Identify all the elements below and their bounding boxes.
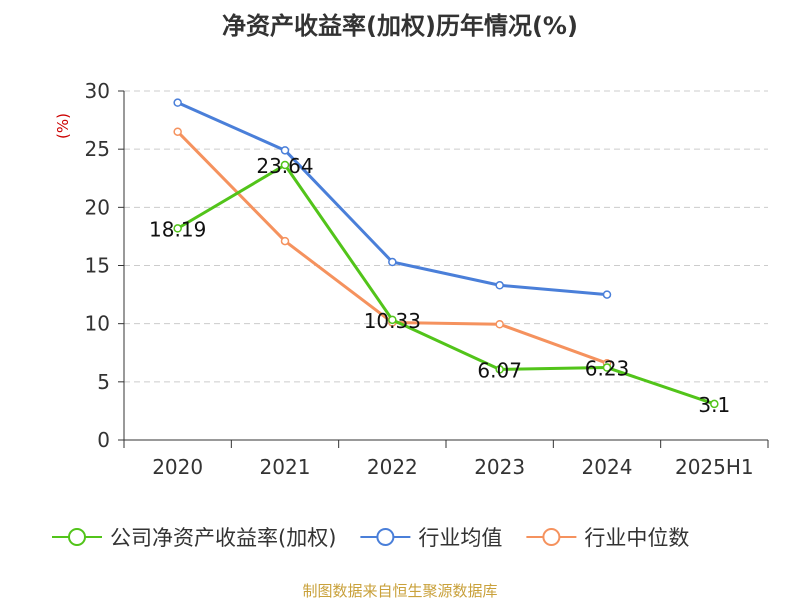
data-point	[710, 399, 719, 409]
data-label: 10.33	[364, 309, 421, 333]
x-tick-label: 2024	[582, 455, 633, 479]
chart-title: 净资产收益率(加权)历年情况(%)	[222, 12, 578, 40]
legend-marker	[376, 528, 395, 546]
data-label: 23.64	[256, 154, 313, 178]
data-label: 3.1	[698, 393, 730, 417]
legend-marker	[68, 528, 86, 546]
y-tick-label: 30	[85, 79, 110, 103]
data-point	[388, 315, 397, 325]
data-label: 6.07	[477, 358, 522, 382]
series-line	[176, 163, 715, 406]
y-axis-label: (%)	[54, 113, 72, 139]
y-tick-label: 5	[97, 370, 110, 394]
data-point	[173, 127, 182, 136]
y-tick-label: 0	[97, 428, 110, 452]
legend-marker	[542, 528, 561, 546]
data-point	[173, 98, 182, 107]
data-point	[495, 281, 504, 290]
source-note: 制图数据来自恒生聚源数据库	[302, 582, 498, 600]
x-tick-label: 2025H1	[675, 455, 754, 479]
data-point	[602, 290, 612, 299]
y-tick-label: 10	[85, 312, 110, 336]
x-tick-label: 2021	[260, 455, 311, 479]
data-label: 6.23	[585, 357, 630, 381]
y-tick-label: 20	[85, 195, 110, 219]
legend-label: 行业均值	[418, 526, 502, 550]
data-point	[602, 363, 612, 372]
y-tick-label: 15	[85, 254, 110, 278]
legend-label: 公司净资产收益率(加权)	[110, 526, 336, 550]
data-point	[280, 236, 290, 246]
data-point	[495, 319, 504, 329]
y-tick-label: 25	[85, 137, 110, 161]
data-point	[173, 224, 182, 233]
data-label: 18.19	[149, 217, 206, 241]
data-point	[280, 160, 290, 170]
x-tick-label: 2020	[152, 455, 203, 479]
legend-label: 行业中位数	[584, 526, 689, 550]
data-point	[388, 257, 397, 267]
x-tick-label: 2023	[474, 455, 525, 479]
x-tick-label: 2022	[367, 455, 418, 479]
data-point	[495, 365, 504, 374]
data-point	[280, 146, 290, 155]
